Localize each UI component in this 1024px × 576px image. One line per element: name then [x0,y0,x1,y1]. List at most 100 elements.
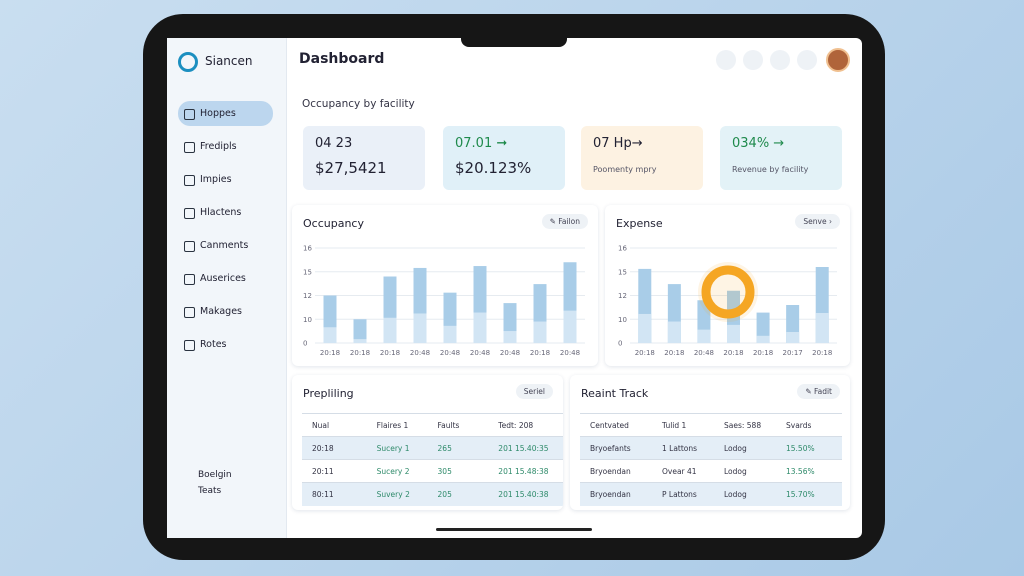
bar-base [667,321,681,343]
cell: 205 [427,482,489,506]
x-tick-label: 20:48 [470,349,490,357]
table-button[interactable]: Seriel [515,384,553,399]
bar-base [353,339,367,343]
bar-base [563,310,577,343]
nav-item[interactable]: Auserices [178,266,273,291]
cell: Lodog [714,436,776,460]
bar-base [786,332,800,343]
table: Centvated Tulid 1 Saes: 588 Svards Bryoefant… [580,413,842,506]
stat-card: 04 23 $27,5421 [303,126,425,190]
card-bottom: $27,5421 [315,159,387,177]
icon[interactable] [770,50,790,70]
bar-base [383,317,397,343]
x-tick-label: 20:18 [812,349,832,357]
table: Nual Flaires 1 Faults Tedt: 208 20:18 Sucery … [302,413,563,506]
cell: Sucery 1 [366,436,428,460]
icon[interactable] [716,50,736,70]
stat-card: 07.01 ➞ $20.123% [443,126,565,190]
nav-item[interactable]: Fredipls [178,134,273,159]
header-cell: Faults [427,413,489,437]
y-tick-label: 12 [618,292,627,300]
cell: 265 [427,436,489,460]
table-row: 20:11 Sucery 2 305 201 15.48:38 [302,459,563,483]
nav-item[interactable]: Hoppes [178,101,273,126]
table-row: Bryoendan P Lattons Lodog 15.70% [580,482,842,506]
bar [756,312,770,343]
icon[interactable] [743,50,763,70]
x-tick-label: 20:18 [350,349,370,357]
bar-base [323,327,337,343]
table-row: Bryoendan Ovear 41 Lodog 13.56% [580,459,842,483]
nav-item[interactable]: Rotes [178,332,273,357]
cell: 20:18 [302,436,367,460]
bar-base [638,313,652,343]
header-cell: Saes: 588 [714,413,776,437]
cell: 80:11 [302,482,367,506]
cell: 15.50% [776,436,842,460]
cell: Sucery 2 [366,459,428,483]
nav-item[interactable]: Boelgin [198,470,232,480]
cell: 201 15.48:38 [488,459,563,483]
x-tick-label: 20:48 [694,349,714,357]
card-bottom: Revenue by facility [732,165,809,174]
y-tick-label: 16 [618,245,627,253]
cell: Lodog [714,459,776,483]
section-title: Occupancy by facility [302,98,415,110]
chart-button[interactable]: Senve › [795,214,840,229]
y-tick-label: 12 [303,292,312,300]
header-cell: Svards [776,413,842,437]
header-cell: Centvated [580,413,652,437]
card-top: 034% → [732,136,785,151]
card-top: 07.01 ➞ [455,136,508,151]
x-tick-label: 20:48 [410,349,430,357]
table-title: Reaint Track [581,387,649,400]
cell: Bryoefants [580,436,652,460]
y-tick-label: 10 [303,316,312,324]
nav-item[interactable]: Impies [178,167,273,192]
nav-item[interactable]: Hlactens [178,200,273,225]
logo [178,52,198,72]
bar [353,319,367,343]
bar-base [443,325,457,343]
y-tick-label: 16 [303,245,312,253]
x-tick-label: 20:18 [753,349,773,357]
chart-panel: Occupancy ✎ Failon 16 15 12 10 0 20:18 20:18 20:1… [292,205,598,366]
header-cell: Nual [302,413,367,437]
chart-title: Occupancy [303,217,364,230]
cell: 1 Lattons [652,436,714,460]
avatar[interactable] [826,48,850,72]
bar-base [815,313,829,343]
cell: Ovear 41 [652,459,714,483]
cell: Bryoendan [580,459,652,483]
card-bottom: $20.123% [455,159,532,177]
bar-base [473,312,487,343]
x-tick-label: 20:48 [500,349,520,357]
x-tick-label: 20:18 [530,349,550,357]
bar-base [697,329,711,343]
icon[interactable] [797,50,817,70]
ring [701,265,755,319]
table-panel: Reaint Track ✎ Fadit Centvated Tulid 1 Saes:… [570,375,850,510]
header-cell: Flaires 1 [366,413,428,437]
cell: Lodog [714,482,776,506]
cell: Bryoendan [580,482,652,506]
bar-base [727,324,740,343]
header-cell: Tedt: 208 [488,413,563,437]
cell: 13.56% [776,459,842,483]
table-button[interactable]: ✎ Fadit [797,384,840,399]
table-title: Prepliling [303,387,354,400]
nav-item[interactable]: Makages [178,299,273,324]
x-tick-label: 20:17 [783,349,803,357]
table-panel: Prepliling Seriel Nual Flaires 1 Faults Tedt:… [292,375,563,510]
y-tick-label: 10 [618,316,627,324]
chart-button[interactable]: ✎ Failon [541,214,588,229]
x-tick-label: 20:18 [635,349,655,357]
bar-base [533,321,547,343]
y-tick-label: 15 [618,268,627,276]
nav-item[interactable]: Canments [178,233,273,258]
nav-item[interactable]: Teats [198,486,222,496]
cell: 20:11 [302,459,367,483]
table-row: 80:11 Suvery 2 205 201 15.40:38 [302,482,563,506]
table-header: Nual Flaires 1 Faults Tedt: 208 [302,413,563,437]
